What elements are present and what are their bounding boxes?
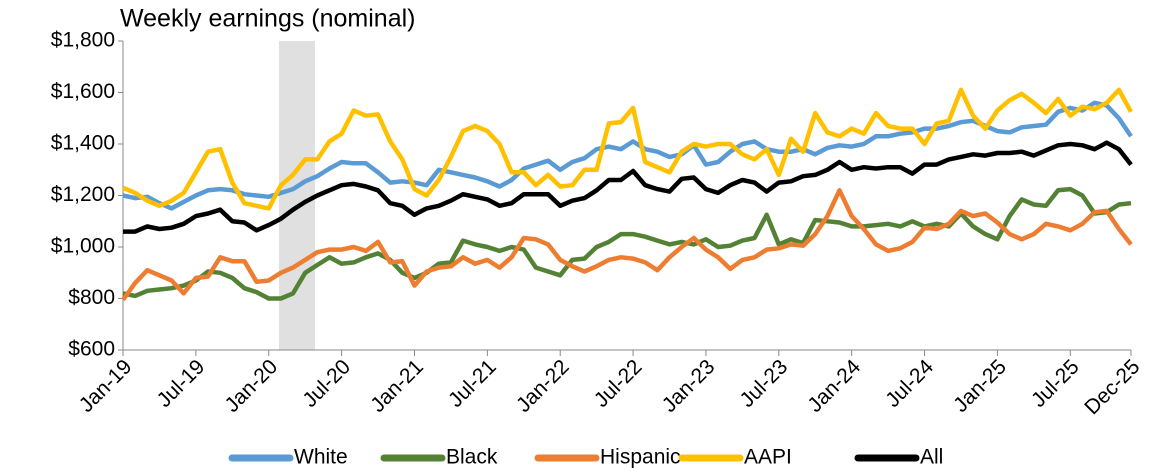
series-line — [122, 87, 1133, 211]
y-tick-label: $1,000 — [51, 235, 115, 258]
series-line — [123, 140, 1133, 234]
x-tick-label: Jan-25 — [949, 355, 1011, 417]
series-line — [122, 100, 1133, 211]
x-tick-label: Jul-22 — [590, 355, 647, 412]
legend-label: White — [294, 446, 348, 469]
legend-label: AAPI — [744, 446, 792, 469]
y-tick-label: $1,200 — [51, 183, 115, 206]
y-tick-label: $1,400 — [51, 132, 115, 155]
x-tick-label: Jan-20 — [221, 355, 283, 417]
x-tick-label: Jan-19 — [75, 355, 137, 417]
y-tick-label: $1,800 — [51, 29, 115, 52]
y-tick-label: $1,600 — [51, 80, 115, 103]
x-tick-label: Jul-20 — [298, 355, 355, 412]
legend-label: Black — [446, 446, 498, 469]
shaded-period — [279, 41, 315, 350]
x-tick-label: Jan-23 — [658, 355, 720, 417]
series-line — [122, 186, 1132, 301]
x-tick-label: Jul-24 — [881, 355, 938, 412]
x-tick-label: Jan-22 — [512, 355, 574, 417]
x-tick-label: Jan-24 — [803, 355, 865, 417]
x-tick-label: Jul-21 — [444, 355, 501, 412]
legend-label: All — [920, 446, 943, 469]
x-tick-label: Dec-25 — [1080, 355, 1144, 419]
x-tick-label: Jul-25 — [1027, 355, 1084, 412]
x-tick-label: Jul-19 — [153, 355, 210, 412]
chart-title: Weekly earnings (nominal) — [120, 5, 416, 33]
y-tick-label: $800 — [68, 286, 115, 309]
x-tick-label: Jul-23 — [736, 355, 793, 412]
y-tick-label: $600 — [68, 338, 115, 361]
x-tick-label: Jan-21 — [366, 355, 428, 417]
legend-label: Hispanic — [600, 446, 681, 469]
series-line — [121, 188, 1133, 302]
